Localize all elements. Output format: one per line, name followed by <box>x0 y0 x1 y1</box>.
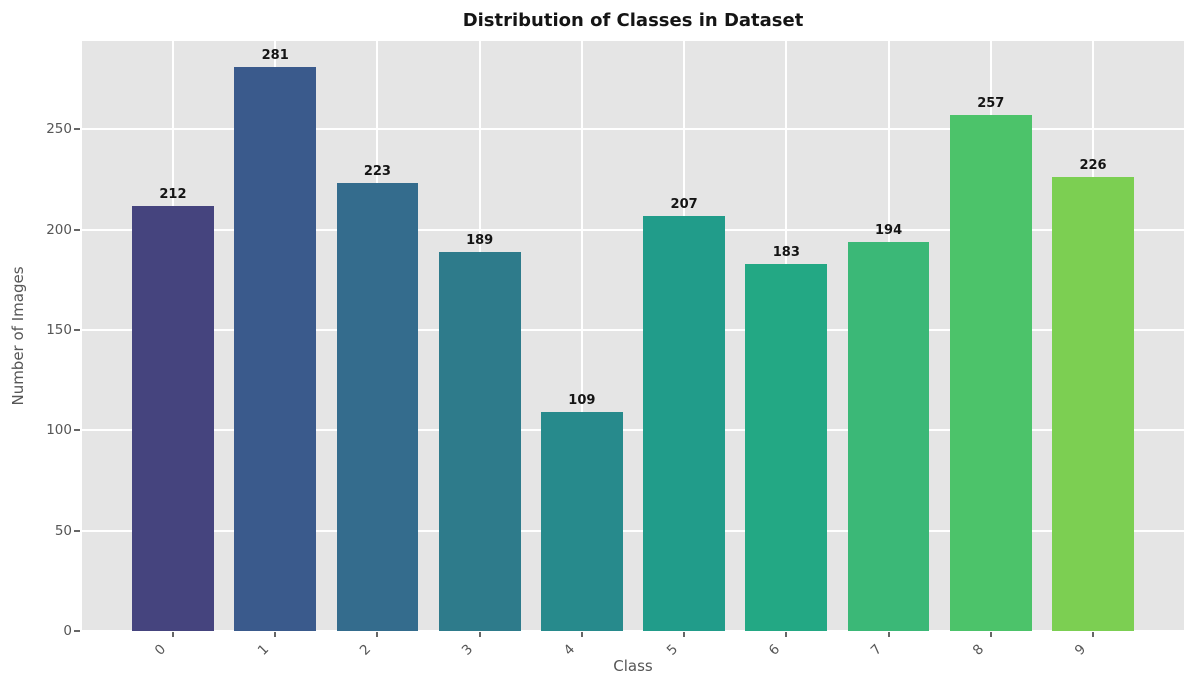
bar-class-0 <box>132 205 214 631</box>
plot-area: 212 281 223 189 109 207 183 194 257 226 <box>82 41 1184 632</box>
y-tick-label: 50 <box>54 522 72 539</box>
bar-value-label: 226 <box>1079 158 1107 174</box>
bar-value-label: 207 <box>670 196 698 212</box>
bar-class-2 <box>336 183 419 631</box>
bar-class-5 <box>643 215 725 631</box>
bar-value-label: 189 <box>466 232 494 248</box>
x-tick-mark <box>478 632 481 637</box>
y-tick-label: 150 <box>46 321 72 338</box>
h-gridline <box>82 529 1184 532</box>
bar-value-label: 281 <box>261 48 289 64</box>
y-tick-label: 0 <box>63 623 72 639</box>
x-tick-mark <box>580 632 583 637</box>
y-tick-mark <box>74 128 80 131</box>
x-tick-mark <box>683 632 686 637</box>
bar-class-6 <box>745 263 828 631</box>
bar-class-7 <box>847 241 930 631</box>
x-tick-mark <box>376 632 379 637</box>
bar-class-1 <box>234 67 317 631</box>
bar-value-label: 183 <box>772 244 800 260</box>
x-tick-mark <box>785 632 788 637</box>
h-gridline <box>82 328 1184 331</box>
bar-class-9 <box>1052 177 1134 631</box>
x-tick-mark <box>171 632 174 637</box>
y-tick-mark <box>74 630 80 632</box>
bar-value-label: 109 <box>568 393 596 409</box>
bar-class-3 <box>438 251 521 631</box>
h-gridline <box>82 228 1184 231</box>
chart-title: Distribution of Classes in Dataset <box>462 10 804 31</box>
y-tick-mark <box>74 429 80 432</box>
bar-class-4 <box>540 412 623 631</box>
y-tick-label: 250 <box>46 121 72 138</box>
x-tick-mark <box>989 632 992 637</box>
y-tick-label: 100 <box>46 422 72 439</box>
y-axis-label: Number of Images <box>9 266 27 406</box>
y-tick-label: 200 <box>46 221 72 238</box>
x-tick-mark <box>887 632 890 637</box>
y-tick-mark <box>74 529 80 532</box>
v-gridline <box>580 41 583 631</box>
x-tick-mark <box>1092 632 1095 637</box>
h-gridline <box>82 429 1184 432</box>
bar-value-label: 212 <box>159 186 187 202</box>
h-gridline <box>82 630 1184 632</box>
bar-value-label: 194 <box>874 222 903 238</box>
bar-class-8 <box>949 115 1032 631</box>
y-tick-mark <box>74 328 80 331</box>
x-axis-label: Class <box>613 657 653 675</box>
bar-value-label: 223 <box>363 164 391 180</box>
bar-value-label: 257 <box>977 96 1005 112</box>
y-tick-mark <box>74 228 80 231</box>
x-tick-mark <box>274 632 277 637</box>
h-gridline <box>82 128 1184 131</box>
